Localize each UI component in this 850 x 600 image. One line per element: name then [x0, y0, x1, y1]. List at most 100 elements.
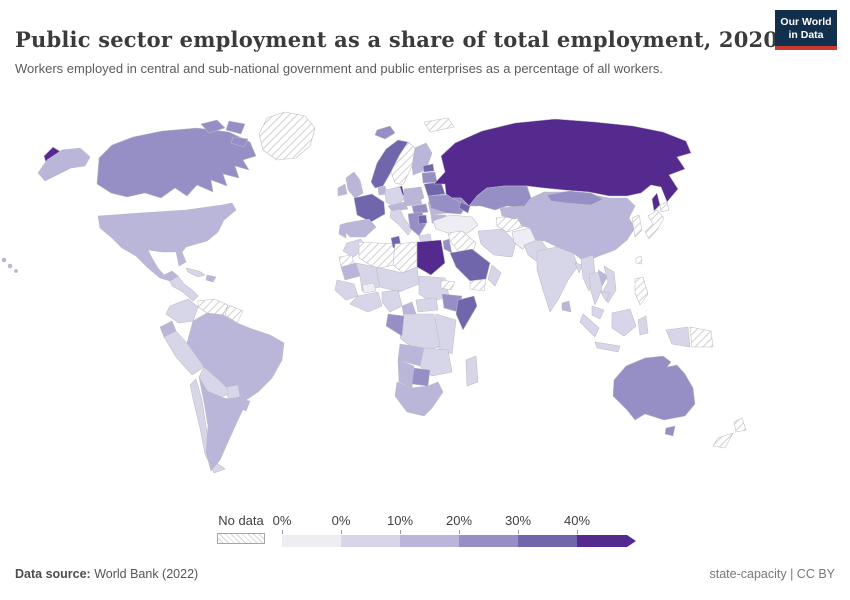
country-zambia-mozambique[interactable] [419, 347, 453, 377]
country-italy[interactable] [389, 208, 413, 236]
country-japan-hokkaido[interactable] [659, 201, 670, 213]
country-canada-arctic[interactable] [230, 136, 249, 148]
country-thailand[interactable] [588, 271, 603, 306]
country-switzerland-austria[interactable] [387, 201, 409, 212]
country-estonia[interactable] [422, 163, 435, 173]
legend-tick: 0% [331, 513, 351, 528]
country-somalia[interactable] [455, 295, 478, 331]
owid-logo: Our World in Data [775, 10, 837, 51]
country-usa-alaska[interactable] [37, 147, 91, 182]
legend-swatch-1[interactable] [341, 535, 400, 547]
country-cuba[interactable] [185, 267, 206, 278]
country-usa-hawaii[interactable] [7, 263, 13, 269]
legend-swatch-4[interactable] [518, 535, 577, 547]
country-bangladesh[interactable] [574, 262, 584, 274]
country-chile[interactable] [189, 378, 226, 474]
country-argentina[interactable] [198, 376, 246, 472]
country-hungary[interactable] [411, 203, 429, 215]
country-burkina-faso[interactable] [361, 282, 377, 294]
country-koreas[interactable] [631, 214, 643, 238]
no-data-swatch[interactable] [217, 533, 265, 544]
country-cambodia[interactable] [599, 290, 611, 302]
license-note[interactable]: state-capacity | CC BY [709, 567, 835, 581]
country-canada[interactable] [96, 127, 257, 199]
country-mexico[interactable] [111, 237, 179, 282]
owid-logo-line1: Our World [780, 16, 832, 28]
country-taiwan[interactable] [635, 255, 643, 265]
country-caucasus[interactable] [458, 201, 471, 214]
country-egypt[interactable] [416, 239, 446, 276]
country-united-kingdom[interactable] [345, 171, 364, 199]
country-laos[interactable] [597, 269, 609, 287]
country-south-africa[interactable] [394, 381, 444, 417]
country-indonesia-sumatra[interactable] [579, 313, 600, 338]
country-philippines[interactable] [634, 276, 649, 306]
country-indonesia-borneo[interactable] [611, 308, 637, 337]
country-mongolia[interactable] [546, 190, 604, 206]
no-data-label: No data [218, 513, 264, 528]
country-eritrea[interactable] [440, 279, 456, 291]
country-colombia[interactable] [165, 298, 199, 324]
country-botswana[interactable] [411, 367, 431, 387]
country-new-zealand-south[interactable] [712, 432, 734, 449]
country-portugal[interactable] [338, 222, 347, 239]
country-central-african-republic[interactable] [415, 297, 439, 313]
country-greenland[interactable] [258, 111, 316, 161]
country-sri-lanka[interactable] [561, 300, 572, 313]
country-dominican-republic[interactable] [205, 274, 217, 283]
legend-swatch-0[interactable] [282, 535, 341, 547]
country-japan[interactable] [644, 209, 665, 240]
country-gabon-congo[interactable] [385, 313, 405, 337]
country-russia-sakhalin[interactable] [651, 192, 661, 212]
chart-subtitle: Workers employed in central and sub-nati… [15, 61, 663, 76]
country-west-africa-coast[interactable] [349, 291, 383, 313]
country-australia[interactable] [612, 355, 696, 421]
country-svalbard[interactable] [423, 117, 455, 133]
country-algeria[interactable] [358, 241, 396, 270]
legend-color-bar [282, 535, 636, 547]
legend-swatch-2[interactable] [400, 535, 459, 547]
country-saudi-arabia[interactable] [449, 248, 491, 282]
country-czechia-slovakia[interactable] [403, 197, 423, 207]
data-source-text: World Bank (2022) [90, 567, 199, 581]
country-oman[interactable] [487, 264, 502, 287]
country-australia-tasmania[interactable] [664, 425, 676, 437]
country-canada-arctic[interactable] [200, 119, 226, 134]
country-new-zealand-north[interactable] [733, 417, 747, 433]
country-ireland[interactable] [337, 183, 348, 197]
region-oceania [612, 355, 747, 449]
country-usa[interactable] [97, 202, 237, 267]
legend-swatch-3[interactable] [459, 535, 518, 547]
legend-swatch-5[interactable] [577, 535, 636, 547]
country-canada-arctic[interactable] [225, 120, 246, 135]
country-indonesia-papua[interactable] [665, 326, 691, 348]
country-venezuela[interactable] [197, 298, 229, 316]
country-turkey[interactable] [432, 214, 479, 234]
country-usa-hawaii[interactable] [1, 257, 7, 263]
country-papua-new-guinea[interactable] [689, 326, 714, 348]
country-usa-hawaii[interactable] [14, 269, 18, 273]
country-india[interactable] [536, 246, 579, 313]
country-iran[interactable] [477, 228, 517, 258]
legend-tick: 20% [445, 513, 473, 528]
country-indonesia-java[interactable] [594, 341, 621, 353]
legend-tick: 10% [386, 513, 414, 528]
country-spain[interactable] [342, 218, 377, 238]
country-iceland[interactable] [374, 125, 396, 140]
country-nigeria[interactable] [381, 289, 403, 313]
country-madagascar[interactable] [465, 355, 479, 387]
country-niger-chad[interactable] [375, 266, 420, 293]
legend-tick-labels: 0% 0% 10% 20% 30% 40% [273, 513, 636, 529]
country-france[interactable] [353, 193, 386, 223]
country-yemen[interactable] [469, 278, 487, 292]
country-paraguay[interactable] [226, 384, 241, 400]
country-latvia-lithuania[interactable] [421, 171, 438, 184]
country-sweden[interactable] [390, 141, 416, 186]
country-indonesia-sulawesi[interactable] [637, 315, 649, 336]
country-serbia[interactable] [417, 214, 428, 225]
data-source: Data source: World Bank (2022) [15, 567, 198, 581]
country-uruguay[interactable] [237, 398, 251, 412]
country-malaysia[interactable] [591, 305, 605, 320]
country-central-america[interactable] [169, 275, 199, 302]
country-senegal-guinea[interactable] [334, 279, 359, 301]
